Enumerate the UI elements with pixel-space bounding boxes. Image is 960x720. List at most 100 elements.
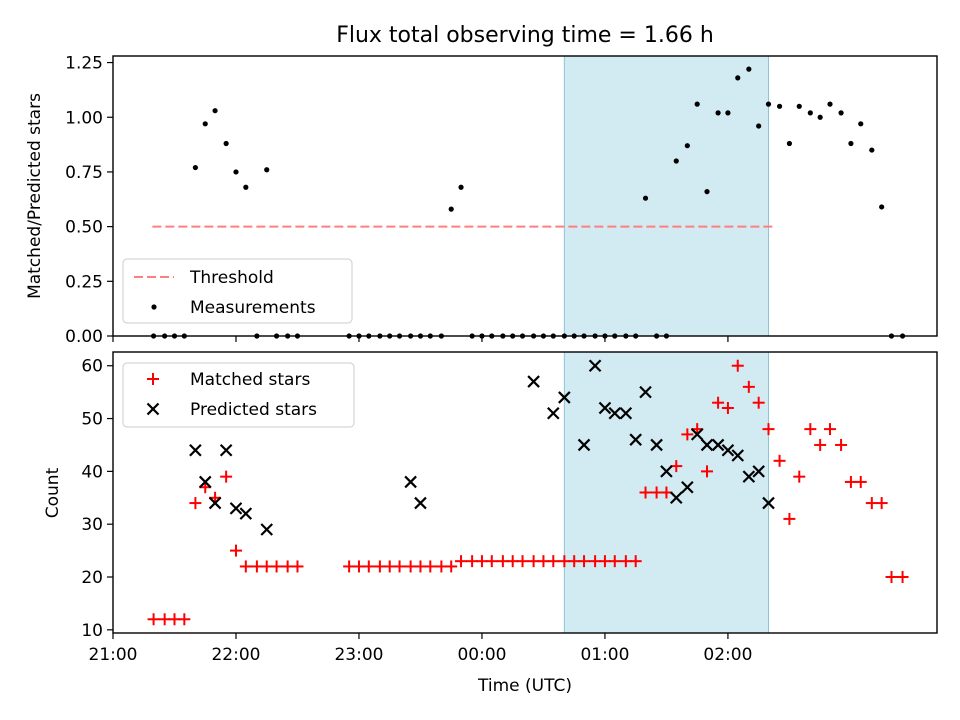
measurement-point: [838, 110, 844, 116]
measurement-point: [264, 167, 270, 173]
predicted-star-point: [598, 401, 612, 415]
measurement-point: [694, 101, 700, 107]
top-y-tick-label: 0.00: [65, 327, 103, 347]
legend-matched-swatch: [147, 373, 159, 385]
measurement-point: [243, 184, 249, 190]
predicted-star-point: [404, 475, 417, 489]
x-tick-label: 22:00: [211, 645, 260, 665]
legend-x-marker: [146, 402, 160, 416]
measurement-point: [715, 110, 721, 116]
measurement-point: [796, 103, 802, 109]
measurement-point: [725, 110, 731, 116]
predicted-star-point: [629, 433, 642, 446]
predicted-star-point: [752, 465, 765, 478]
measurement-point: [233, 169, 239, 175]
matched-star-point: [885, 571, 898, 584]
predicted-star-point: [189, 443, 202, 457]
measurement-point: [202, 121, 208, 127]
top-y-tick-label: 0.75: [65, 163, 103, 183]
bottom-y-ticks: 10 20 30 40 50 60: [81, 357, 113, 641]
bottom-y-tick-label: 20: [81, 568, 103, 588]
measurement-point: [756, 123, 762, 129]
top-y-tick-label: 0.50: [65, 218, 103, 238]
matched-star-point: [670, 460, 683, 473]
predicted-star-point: [608, 406, 622, 420]
measurement-point: [448, 206, 454, 212]
matched-star-point: [639, 486, 652, 499]
matched-star-point: [721, 401, 734, 414]
measurement-point: [223, 140, 229, 147]
matched-star-point: [608, 555, 621, 568]
measurement-point: [704, 189, 710, 195]
matched-star-point: [239, 560, 252, 573]
top-legend: Threshold Measurements: [122, 258, 353, 324]
matched-star-point: [220, 470, 233, 483]
predicted-star-point: [711, 438, 725, 452]
predicted-star-point: [527, 375, 540, 388]
predicted-star-point: [742, 470, 756, 483]
predicted-star-point: [690, 428, 704, 441]
matched-star-point: [896, 571, 909, 584]
matched-star-point: [516, 555, 529, 568]
predicted-star-point: [558, 391, 571, 404]
matched-star-point: [835, 438, 848, 451]
predicted-stars-points: [189, 359, 775, 536]
measurement-point: [765, 101, 772, 107]
measurement-point: [807, 110, 813, 116]
matched-star-point: [773, 454, 786, 467]
matched-stars-points: [147, 359, 909, 626]
matched-star-point: [804, 423, 817, 436]
matched-star-point: [393, 560, 406, 573]
predicted-star-point: [588, 359, 602, 373]
top-axes-frame: [112, 55, 938, 337]
predicted-star-point: [660, 465, 673, 478]
measurement-point: [776, 103, 783, 109]
observing-window-span-top: [563, 55, 770, 337]
top-x-ticks: [112, 336, 729, 342]
matched-star-point: [455, 555, 468, 568]
measurement-point: [458, 184, 464, 190]
bottom-y-tick-label: 30: [81, 515, 103, 535]
matched-star-point: [701, 465, 714, 478]
x-tick-label: 21:00: [89, 645, 138, 665]
predicted-star-point: [669, 491, 683, 505]
matched-star-point: [578, 555, 591, 568]
chart-title: Flux total observing time = 1.66 h: [336, 23, 714, 48]
matched-star-point: [485, 555, 498, 568]
legend-matched-label: Matched stars: [190, 370, 310, 390]
matched-star-point: [681, 428, 694, 441]
matched-star-point: [362, 560, 375, 573]
bottom-x-ticks: 21:00 22:00 23:00 00:00 01:00 02:00: [89, 633, 752, 665]
bottom-y-tick-label: 10: [81, 621, 103, 641]
x-tick-label: 02:00: [703, 645, 752, 665]
measurement-point: [673, 158, 679, 164]
x-tick-label: 00:00: [457, 645, 506, 665]
measurement-point: [848, 140, 854, 147]
bottom-y-tick-label: 60: [81, 357, 103, 377]
matched-star-point: [712, 396, 725, 409]
matched-star-point: [178, 613, 191, 626]
predicted-star-point: [700, 438, 714, 452]
matched-star-point: [547, 555, 560, 568]
matched-star-point: [875, 497, 888, 510]
matched-star-point: [629, 555, 642, 568]
predicted-star-point: [650, 438, 663, 452]
bottom-legend: Matched stars Predicted stars: [122, 362, 355, 428]
x-tick-label: 23:00: [334, 645, 383, 665]
measurement-point: [735, 75, 741, 81]
measurement-point: [879, 204, 885, 210]
predicted-star-point: [208, 496, 222, 510]
matched-star-point: [854, 475, 867, 488]
matched-star-point: [424, 560, 437, 573]
matched-star-point: [147, 613, 160, 626]
matched-star-point: [814, 438, 827, 451]
bottom-legend-box: [122, 362, 355, 428]
matched-star-point: [762, 423, 775, 436]
measurement-point: [786, 140, 793, 147]
legend-measurements-swatch: [151, 304, 157, 310]
matched-star-point: [824, 423, 837, 436]
predicted-star-point: [721, 443, 735, 457]
measurement-point: [642, 195, 649, 201]
matched-star-point: [731, 359, 744, 372]
